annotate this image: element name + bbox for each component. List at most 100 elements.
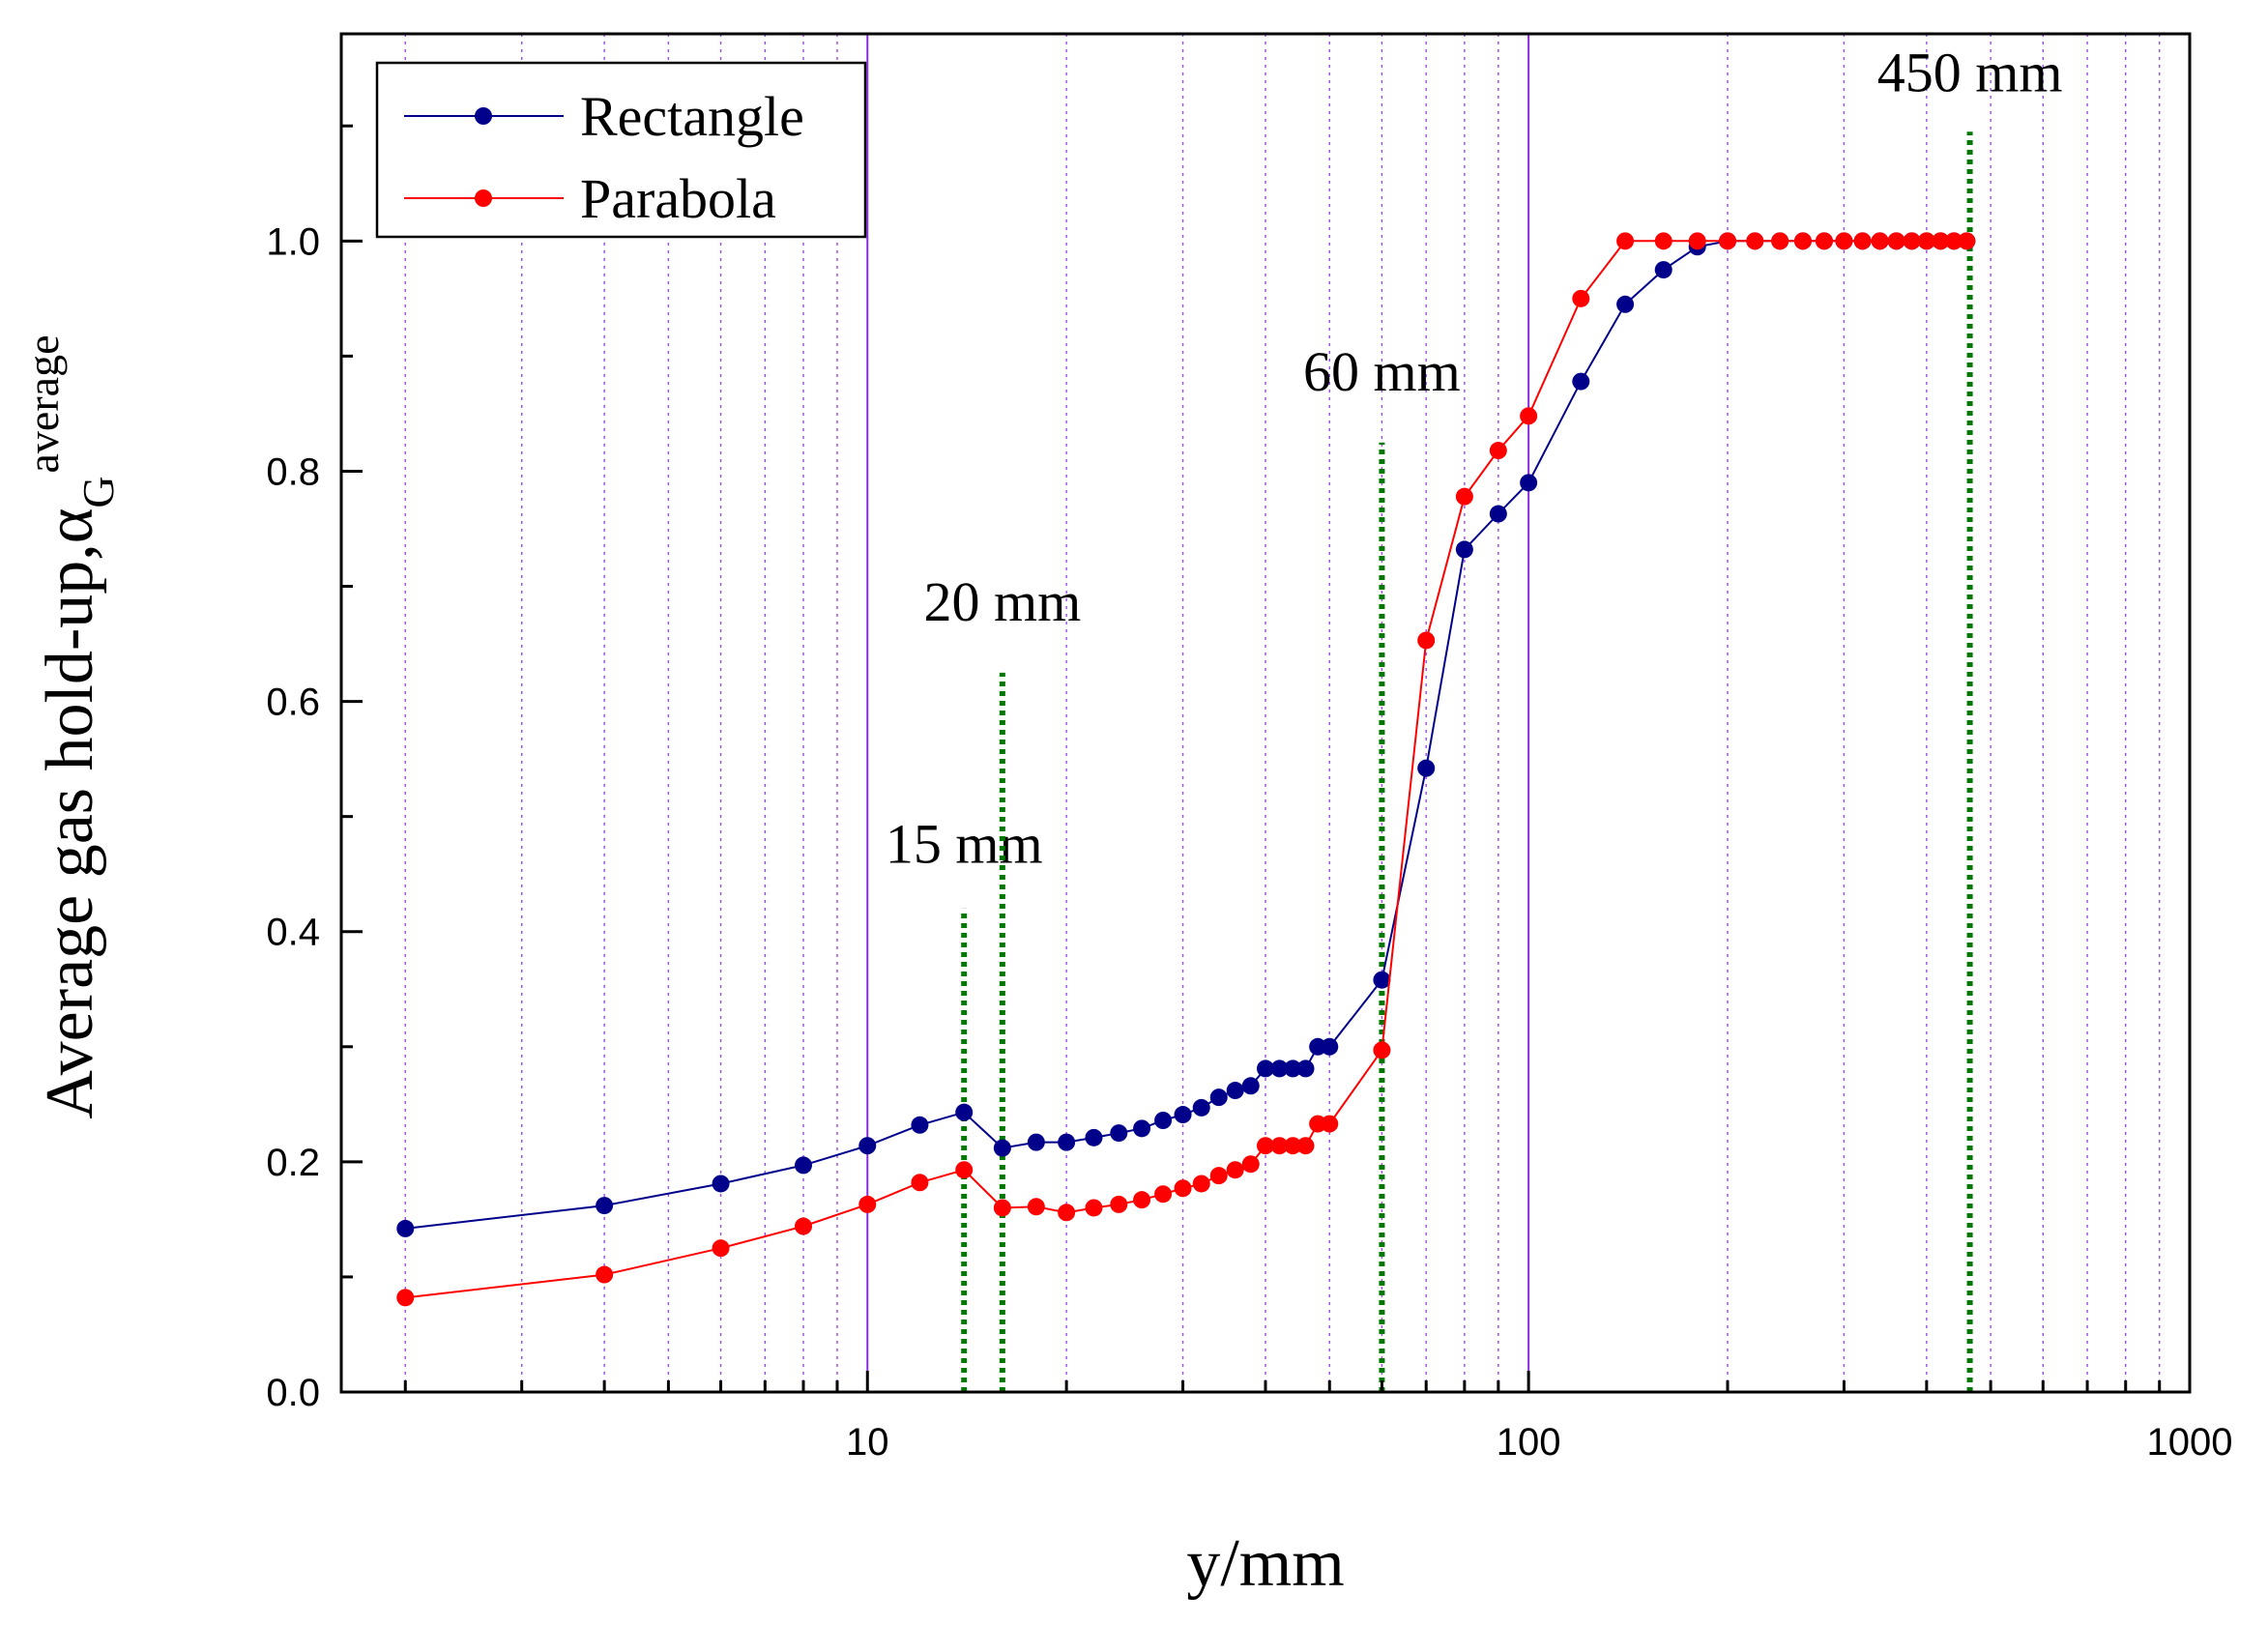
data-point [858, 1137, 877, 1155]
data-point [1520, 407, 1538, 425]
data-point [1209, 1088, 1228, 1107]
annotation-label: 450 mm [1877, 42, 2063, 104]
data-point [1257, 1059, 1274, 1078]
data-point [1296, 1137, 1315, 1155]
data-point [1654, 261, 1672, 279]
y-axis-title-main: Average gas hold-up,α [33, 508, 107, 1119]
data-point [858, 1195, 877, 1213]
data-point [1815, 232, 1833, 250]
data-point [1154, 1112, 1173, 1129]
data-point [1133, 1119, 1151, 1138]
annotation-label: 15 mm [886, 812, 1043, 875]
data-point [1058, 1204, 1076, 1222]
data-point [1027, 1133, 1045, 1151]
data-point [795, 1217, 812, 1235]
data-point [1110, 1195, 1128, 1213]
data-point [795, 1156, 812, 1175]
data-point [955, 1103, 974, 1121]
data-point [1241, 1155, 1260, 1174]
data-point [1417, 631, 1436, 650]
data-point [1903, 232, 1921, 250]
data-point [1654, 232, 1672, 250]
legend: Rectangle Parabola [375, 61, 867, 239]
data-point [993, 1199, 1011, 1217]
series-parabola [396, 232, 1976, 1307]
data-point [1719, 232, 1736, 250]
data-point [1085, 1128, 1103, 1146]
data-point [1284, 1137, 1302, 1155]
data-point [1688, 232, 1706, 250]
data-point [1958, 232, 1976, 250]
data-point [1616, 295, 1635, 313]
data-point [1853, 232, 1872, 250]
data-point [1572, 289, 1590, 307]
data-point [1284, 1059, 1302, 1078]
x-tick-label: 10 [846, 1421, 889, 1464]
y-tick-label: 0.8 [266, 450, 320, 493]
data-point [1793, 232, 1812, 250]
data-point [1417, 759, 1436, 777]
x-tick-label: 100 [1497, 1421, 1561, 1464]
data-point [1192, 1098, 1210, 1117]
data-point [1321, 1037, 1339, 1056]
data-point [396, 1219, 415, 1237]
data-point [712, 1239, 730, 1258]
data-point [396, 1289, 415, 1307]
y-axis-title: Average gas hold-up,αG average [18, 335, 123, 1119]
legend-parabola-marker [475, 189, 492, 207]
data-point [1373, 1041, 1391, 1059]
y-tick-label: 0.4 [266, 912, 320, 954]
data-point [1226, 1161, 1244, 1179]
data-point [1373, 971, 1391, 989]
data-point [1835, 232, 1853, 250]
data-point [1085, 1199, 1103, 1217]
y-tick-label: 0.0 [266, 1372, 320, 1414]
y-tick-label: 0.2 [266, 1142, 320, 1184]
data-point [712, 1175, 730, 1193]
legend-rectangle-marker [475, 107, 492, 125]
data-point [1296, 1059, 1315, 1078]
y-tick-label: 0.6 [266, 682, 320, 724]
data-point [1192, 1175, 1210, 1193]
svg-text:Average gas hold-up,αG: Average gas hold-up,αG [33, 476, 123, 1118]
y-tick-label: 1.0 [266, 220, 320, 263]
data-point [1871, 232, 1889, 250]
data-point [1887, 232, 1905, 250]
data-point [1572, 372, 1590, 391]
legend-rectangle-label: Rectangle [580, 85, 804, 148]
series [396, 232, 1976, 1307]
data-point [596, 1265, 614, 1284]
data-point [1058, 1133, 1076, 1151]
data-point [1174, 1106, 1192, 1124]
data-point [993, 1139, 1011, 1157]
data-point [596, 1197, 614, 1215]
y-axis-title-subscript: G [73, 476, 123, 508]
data-point [1489, 442, 1507, 460]
data-point [1455, 540, 1473, 559]
data-point [1616, 232, 1635, 250]
data-point [1455, 487, 1473, 506]
data-point [1771, 232, 1789, 250]
data-point [955, 1161, 974, 1179]
data-point [1270, 1059, 1289, 1078]
data-point [1321, 1115, 1339, 1133]
data-point [1489, 505, 1507, 523]
x-tick-label: 1000 [2147, 1421, 2233, 1464]
data-point [1270, 1137, 1289, 1155]
data-point [1241, 1077, 1260, 1095]
legend-box [375, 61, 867, 239]
reference-lines: 15 mm 20 mm 60 mm 450 mm [886, 42, 2063, 1392]
data-point [1174, 1179, 1192, 1198]
data-point [911, 1116, 929, 1134]
y-axis-title-superscript: average [18, 335, 68, 474]
data-point [1154, 1185, 1173, 1204]
x-axis-title: y/mm [1186, 1526, 1344, 1601]
data-point [1945, 232, 1963, 250]
annotation-label: 60 mm [1303, 340, 1461, 403]
data-point [1746, 232, 1764, 250]
axis-ticks: 0.0 0.2 0.4 0.6 0.8 1.0 10 100 1000 [266, 124, 2233, 1464]
data-point [911, 1174, 929, 1192]
data-point [1133, 1191, 1151, 1209]
data-point [1226, 1082, 1244, 1100]
